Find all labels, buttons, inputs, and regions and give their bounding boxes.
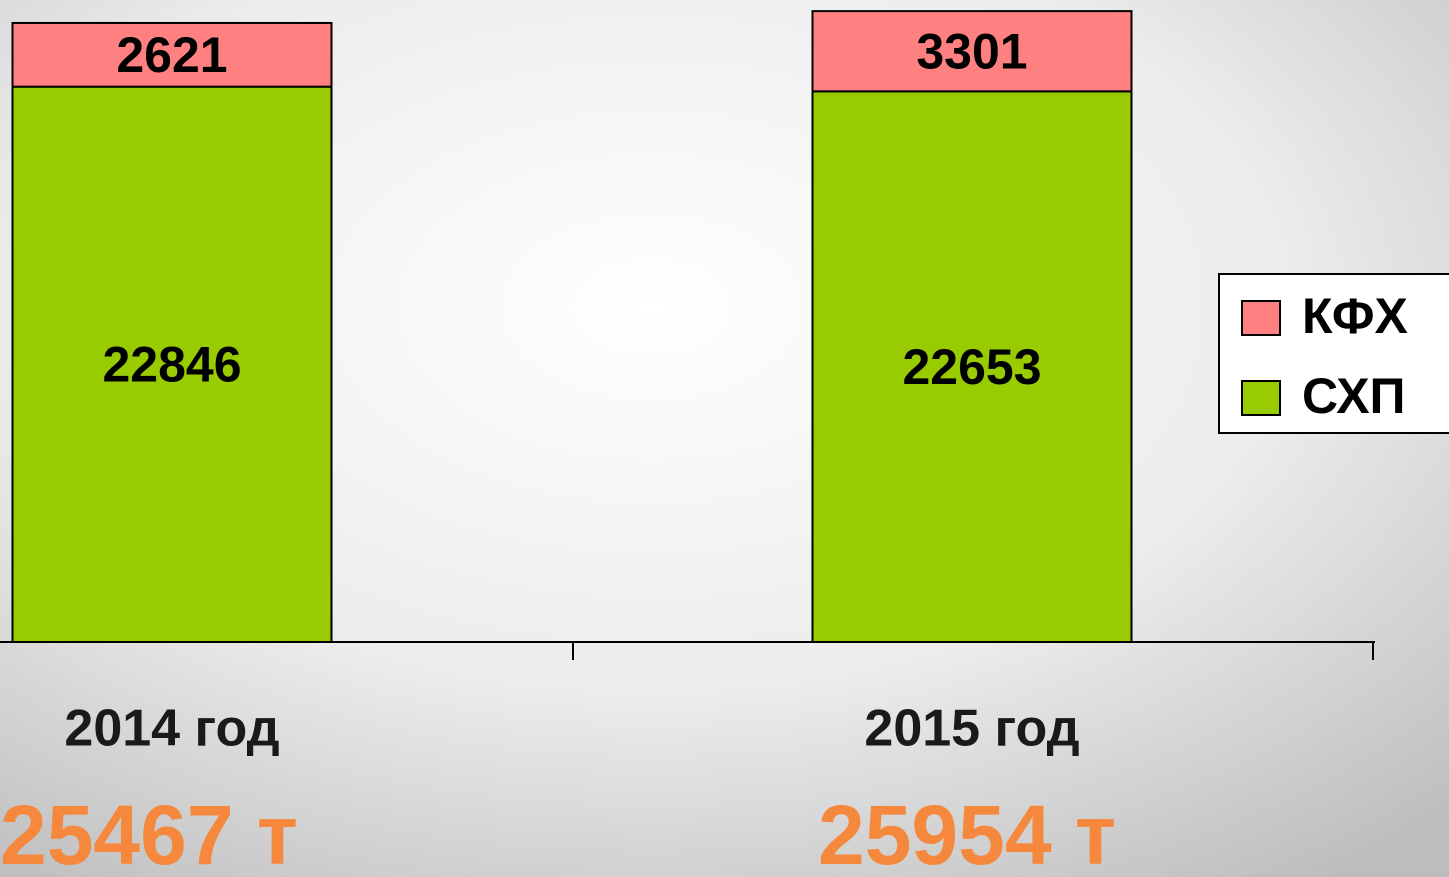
- plot: 22846 2621 22653 3301: [11, 10, 1133, 644]
- legend-items: КФХ СХП: [1241, 288, 1408, 424]
- bar-segment: [11, 85, 333, 644]
- bar-segment: [811, 10, 1133, 93]
- legend-label: СХП: [1302, 368, 1406, 424]
- x-tick-label: 2014 год: [64, 700, 279, 758]
- legend-swatch: [1241, 380, 1281, 416]
- x-tick-label: 2015 год: [864, 700, 1079, 758]
- total-annotation: 25467 т: [0, 788, 298, 877]
- legend-swatch: [1241, 300, 1281, 336]
- bar-segment: [11, 21, 333, 88]
- legend-label: КФХ: [1302, 288, 1408, 344]
- total-annotation: 25954 т: [818, 788, 1116, 877]
- data-label: 3301: [916, 23, 1027, 79]
- data-label: 22846: [102, 337, 241, 393]
- data-label: 22653: [902, 339, 1041, 395]
- data-label: 2621: [116, 27, 227, 83]
